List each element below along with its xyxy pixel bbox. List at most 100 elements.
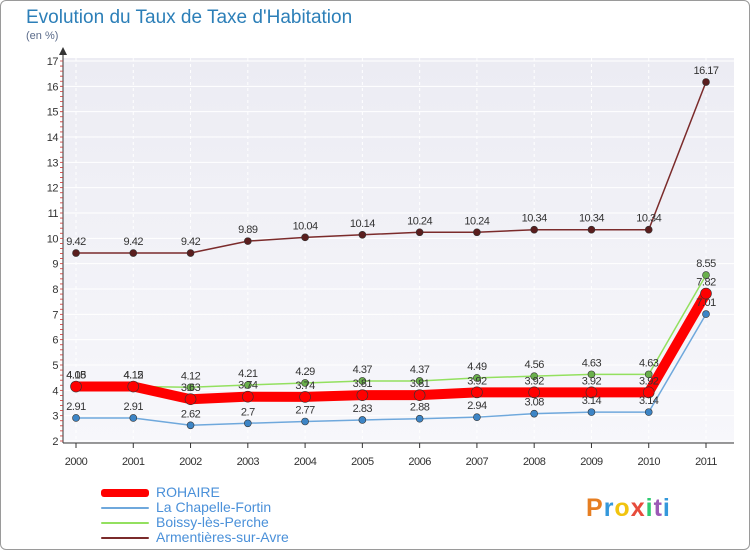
data-label: 2.94 — [467, 400, 487, 412]
logo-letter: t — [653, 494, 663, 522]
x-tick-label: 2004 — [294, 456, 317, 468]
axes: 2 3 4 5 6 7 8 9 10 11 12 13 14 15 16 17 2000 2001 2002 2003… — [47, 47, 734, 468]
data-label: 4.08 — [66, 370, 86, 382]
y-tick-label: 13 — [47, 157, 59, 169]
data-label: 8.55 — [696, 258, 716, 270]
data-label: 3.92 — [467, 375, 487, 387]
legend-swatch — [101, 489, 149, 497]
data-point — [415, 414, 424, 423]
x-tick-label: 2005 — [351, 456, 374, 468]
series-lines — [70, 78, 712, 430]
data-label: 3.81 — [353, 378, 373, 390]
data-point — [301, 379, 309, 387]
data-point — [127, 380, 140, 393]
y-tick-label: 7 — [52, 309, 58, 321]
data-label: 3.92 — [524, 375, 544, 387]
data-point — [644, 225, 653, 234]
data-label: 10.24 — [407, 215, 432, 227]
data-label: 7.01 — [696, 297, 716, 309]
data-label: 3.74 — [295, 380, 315, 392]
data-label: 3.14 — [639, 395, 659, 407]
data-label: 9.42 — [181, 236, 201, 248]
data-label: 7.82 — [696, 277, 716, 289]
data-point — [587, 408, 596, 416]
data-point — [530, 372, 538, 380]
data-point — [186, 249, 195, 257]
legend-item-boissy-les-perche: Boissy-lès-Perche — [101, 515, 361, 530]
legend-label: Boissy-lès-Perche — [156, 514, 269, 530]
legend-swatch — [101, 522, 149, 524]
data-point — [644, 370, 653, 379]
data-label: 2.7 — [241, 406, 255, 418]
logo-letter: i — [662, 494, 671, 522]
data-point — [700, 287, 712, 300]
data-point — [299, 391, 311, 403]
x-tick-label: 2001 — [122, 456, 145, 468]
data-label: 2.83 — [353, 403, 373, 415]
data-point — [587, 370, 596, 379]
y-tick-label: 15 — [47, 107, 59, 119]
x-tick-label: 2010 — [637, 456, 660, 468]
x-tick-label: 2007 — [466, 456, 489, 468]
data-label: 2.62 — [181, 408, 201, 420]
data-label: 9.42 — [124, 236, 144, 248]
y-tick-label: 8 — [52, 284, 58, 296]
data-point — [644, 408, 653, 416]
x-tick-label: 2008 — [523, 456, 546, 468]
data-point — [473, 374, 481, 382]
x-tick-label: 2002 — [179, 456, 202, 468]
data-label: 4.12 — [124, 370, 144, 382]
legend-item-la-chapelle-fortin: La Chapelle-Fortin — [101, 500, 361, 515]
x-tick-label: 2003 — [237, 456, 260, 468]
series-line-2 — [75, 274, 707, 389]
data-label: 3.08 — [524, 397, 544, 409]
y-tick-label: 14 — [47, 132, 59, 144]
data-label: 10.34 — [579, 213, 604, 225]
legend-item-rohaire: ROHAIRE — [101, 485, 361, 500]
data-point — [356, 389, 369, 401]
data-point — [244, 237, 252, 245]
y-tick-label: 11 — [48, 208, 59, 220]
legend-item-armentieres-sur-avre: Armentières-sur-Avre — [101, 530, 361, 545]
y-axis-arrow — [59, 47, 67, 55]
chart-subtitle: (en %) — [26, 30, 59, 42]
y-tick-label: 5 — [52, 360, 58, 372]
data-point — [358, 230, 367, 239]
legend-swatch — [101, 537, 149, 539]
data-label: 3.74 — [238, 380, 258, 392]
y-tick-label: 4 — [52, 385, 58, 397]
data-label: 4.37 — [353, 364, 373, 376]
data-point — [244, 419, 252, 428]
data-point — [301, 417, 309, 426]
data-point — [473, 228, 481, 237]
data-labels: 9.42 9.42 9.42 9.89 10.04 10.14 10.24 10.24 10.3… — [66, 65, 719, 420]
data-label: 3.92 — [582, 375, 602, 387]
data-label: 2.88 — [410, 402, 430, 414]
y-tick-label: 12 — [47, 183, 59, 195]
logo-letter: r — [603, 494, 615, 522]
data-point — [301, 233, 309, 242]
plot-area — [63, 58, 734, 443]
proxiti-logo: Proxiti — [586, 494, 671, 523]
data-label: 9.89 — [238, 224, 258, 236]
y-tick-label: 3 — [52, 411, 58, 423]
data-label: 10.34 — [522, 213, 547, 225]
data-label: 10.24 — [464, 215, 489, 227]
legend: ROHAIRE La Chapelle-Fortin Boissy-lès-Pe… — [101, 485, 361, 545]
data-label: 2.77 — [295, 404, 315, 416]
data-label: 4.49 — [467, 361, 487, 373]
data-point — [471, 386, 483, 399]
logo-letter: i — [645, 494, 654, 522]
y-tick-label: 17 — [47, 56, 59, 68]
data-label: 4.21 — [238, 368, 258, 380]
data-label: 16.17 — [693, 65, 718, 77]
data-label: 10.14 — [350, 218, 375, 230]
data-label: 4.63 — [582, 357, 602, 369]
data-point — [702, 78, 710, 86]
data-point — [129, 249, 138, 257]
logo-letter: o — [614, 494, 631, 522]
data-point — [358, 377, 367, 385]
data-point — [72, 249, 80, 257]
data-point — [528, 386, 540, 399]
